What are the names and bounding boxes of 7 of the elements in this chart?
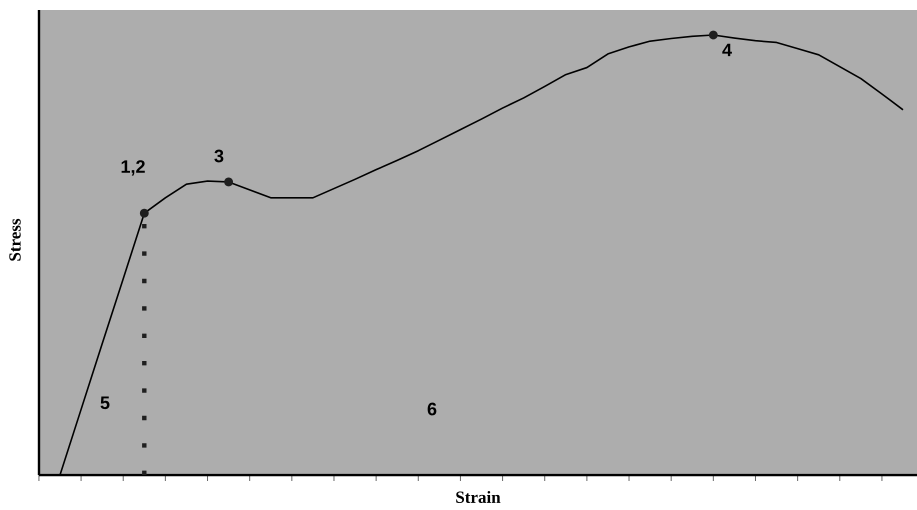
annotation: 5 [100, 396, 110, 410]
annotation: 4 [722, 44, 732, 56]
annotation: 6 [428, 402, 436, 416]
annotation: 1,2 [122, 160, 145, 176]
y-axis-title: Stress [9, 218, 21, 261]
x-axis-title: Strain [456, 491, 500, 503]
annotation: 3 [214, 150, 224, 162]
